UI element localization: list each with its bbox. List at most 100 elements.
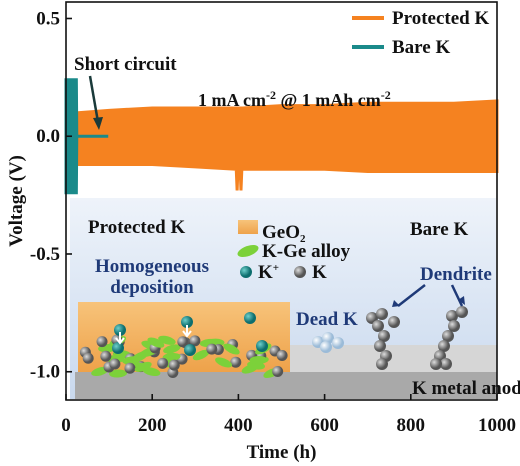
- alloy-particle: [131, 351, 149, 362]
- y-axis-label: Voltage (V): [6, 155, 27, 247]
- kplus-particle: [112, 342, 124, 354]
- dendrite-k: [456, 306, 468, 318]
- legend-label: Protected K: [392, 8, 489, 29]
- geo2-label: GeO2: [262, 222, 306, 245]
- k-particle: [206, 343, 218, 355]
- kplus-sup: +: [273, 262, 279, 274]
- alloy-particle: [162, 352, 181, 361]
- deposition-label: deposition: [110, 277, 194, 298]
- dendrite-k: [446, 310, 458, 322]
- alloy-particle: [134, 361, 152, 372]
- annotation-sup: -2: [266, 88, 276, 102]
- alloy-particle: [192, 349, 210, 361]
- k-particle: [82, 352, 94, 364]
- kplus-particle: [114, 324, 126, 336]
- x-axis-label: Time (h): [247, 442, 317, 463]
- k-swatch: [294, 266, 306, 278]
- kplus-particle: [244, 312, 256, 324]
- dendrite-label: Dendrite: [420, 264, 492, 285]
- plot-frame: [65, 1, 498, 401]
- kplus-text: K: [258, 262, 273, 283]
- dendrite-k: [388, 316, 400, 328]
- geo2-swatch: [238, 220, 258, 234]
- k-particle: [177, 336, 189, 348]
- inset: Protected K GeO2 K-Ge alloy K+ K Homogen…: [70, 198, 520, 399]
- k-particle: [96, 336, 108, 348]
- particles: [79, 306, 468, 379]
- k-particle: [124, 362, 136, 374]
- k-particle: [109, 358, 121, 370]
- x-tick-label: 1000: [478, 415, 516, 436]
- dendrite-arrows: [397, 284, 464, 307]
- k-particle: [272, 366, 284, 378]
- alloy-particle: [147, 337, 165, 348]
- k-particle: [100, 350, 112, 362]
- alloy-particle: [163, 344, 181, 354]
- voltage-band: [76, 99, 499, 191]
- dendrite-k: [372, 320, 384, 332]
- kplus-particle: [181, 316, 193, 328]
- x-tick-label: 800: [397, 415, 426, 436]
- kplus-particle: [256, 340, 268, 352]
- axes: 0 200 400 600 800 1000 0.5 0.0 -0.5 -1.0 Time (h) V…: [6, 1, 516, 463]
- dendrite-k: [376, 308, 388, 320]
- kplus-particle: [184, 344, 196, 356]
- dendrite-k: [376, 358, 388, 370]
- alloy-swatch: [237, 244, 259, 258]
- dendrite-k: [442, 330, 454, 342]
- dead-k: [322, 332, 334, 344]
- annotation: 1 mA cm-2 @ 1 mAh cm-2: [198, 88, 391, 110]
- alloy-particle: [109, 369, 128, 378]
- k-particle: [276, 350, 288, 362]
- kplus-label: K+: [258, 262, 279, 283]
- annotation: Short circuit: [74, 54, 177, 75]
- annotation-sup: -2: [381, 88, 391, 102]
- anode-slab: [75, 372, 497, 399]
- flow-arrow: [182, 325, 192, 338]
- alloy-particle: [223, 343, 240, 355]
- inset-bare: Bare K: [410, 219, 468, 240]
- anode-label: K metal anode: [412, 378, 520, 399]
- k-particle: [157, 357, 169, 369]
- dead-label: Dead K: [296, 309, 358, 330]
- alloy-particle: [142, 367, 161, 377]
- kplus-swatch: [240, 266, 252, 278]
- k-particle: [230, 356, 242, 368]
- geo2-text: GeO: [262, 222, 300, 243]
- annotation-text: @ 1 mAh cm: [276, 90, 381, 110]
- k-particle: [168, 359, 180, 371]
- legend-label: Bare K: [392, 37, 450, 58]
- alloy-particle: [249, 355, 268, 364]
- annotation-arrow: [88, 75, 100, 123]
- y-tick-label: -0.5: [30, 244, 60, 265]
- homogeneous-label: Homogeneous: [95, 256, 209, 277]
- arrow-heads: [392, 296, 465, 307]
- k-label: K: [312, 262, 327, 283]
- k-particle: [189, 335, 201, 347]
- dendrite-k: [374, 340, 386, 352]
- arrow-head: [93, 117, 103, 130]
- x-tick-label: 400: [224, 415, 253, 436]
- y-tick-label: -1.0: [30, 362, 60, 383]
- geo2-sub: 2: [300, 233, 306, 245]
- voltage-band: [64, 78, 109, 195]
- dendrite-k: [440, 358, 452, 370]
- y-tick-label: 0.0: [36, 126, 60, 147]
- alloy-particle: [215, 357, 233, 368]
- dendrite-k: [430, 358, 442, 370]
- flow-arrow: [115, 332, 125, 345]
- inset-protected: Protected K: [88, 217, 185, 238]
- alloy-particle: [241, 363, 259, 374]
- dendrite-k: [378, 330, 390, 342]
- x-tick-label: 200: [138, 415, 167, 436]
- dead-k: [320, 341, 332, 353]
- x-tick-label: 600: [310, 415, 339, 436]
- alloy-label: K-Ge alloy: [262, 241, 351, 262]
- dead-k: [332, 337, 344, 349]
- y-tick-label: 0.5: [36, 8, 60, 29]
- annotation-text: 1 mA cm: [198, 90, 266, 110]
- x-tick-label: 0: [61, 415, 71, 436]
- dendrite-k: [438, 340, 450, 352]
